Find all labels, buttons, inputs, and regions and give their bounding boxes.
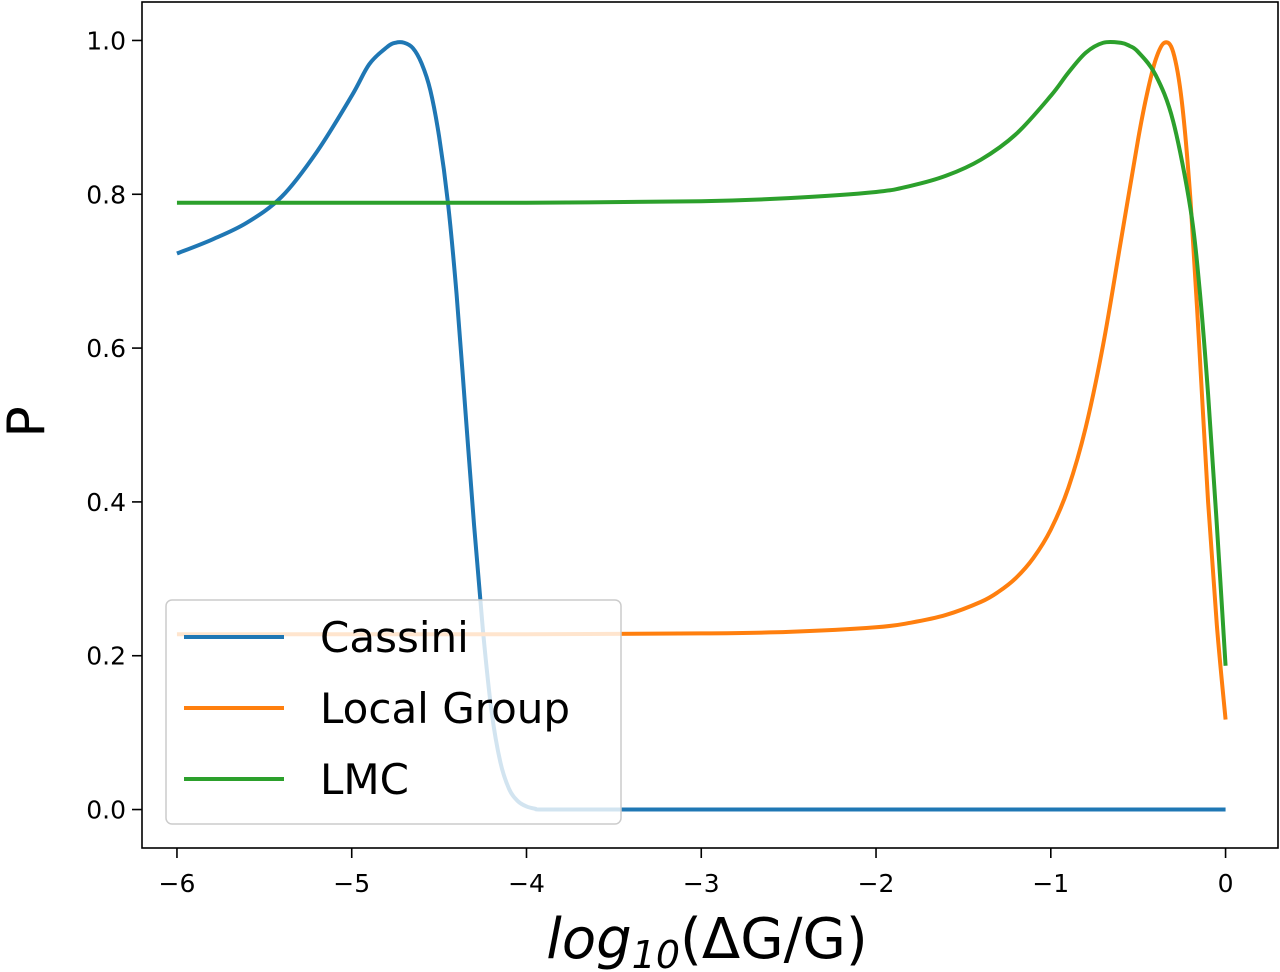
x-tick-label: −1 (1032, 869, 1069, 898)
legend: Cassini Local Group LMC (165, 599, 622, 825)
y-tick-label: 0.4 (86, 488, 126, 517)
legend-box (165, 599, 622, 825)
x-axis-label: log10(ΔG/G) (546, 907, 867, 972)
series-line-cassini (176, 40, 1226, 812)
y-tick-label: 0.8 (86, 180, 126, 209)
x-tick-label: 0 (1218, 869, 1234, 898)
x-tick-label: −2 (858, 869, 895, 898)
x-tick-label: −5 (333, 869, 370, 898)
x-axis: −6 −5 −4 −3 −2 −1 0 (159, 848, 1234, 898)
y-tick-label: 1.0 (86, 26, 126, 55)
series-layer (176, 39, 1228, 812)
legend-label-cassini: Cassini (320, 613, 469, 662)
y-axis-label: P (0, 406, 57, 437)
series-line-lmc (176, 39, 1228, 666)
x-tick-label: −4 (508, 869, 545, 898)
y-tick-label: 0.2 (86, 642, 126, 671)
y-axis: 0.0 0.2 0.4 0.6 0.8 1.0 (86, 26, 142, 825)
legend-label-lmc: LMC (320, 755, 409, 804)
y-tick-label: 0.0 (86, 796, 126, 825)
x-tick-label: −3 (683, 869, 720, 898)
y-tick-label: 0.6 (86, 334, 126, 363)
legend-label-local-group: Local Group (320, 684, 570, 733)
x-tick-label: −6 (159, 869, 196, 898)
plot-frame (141, 1, 1279, 849)
